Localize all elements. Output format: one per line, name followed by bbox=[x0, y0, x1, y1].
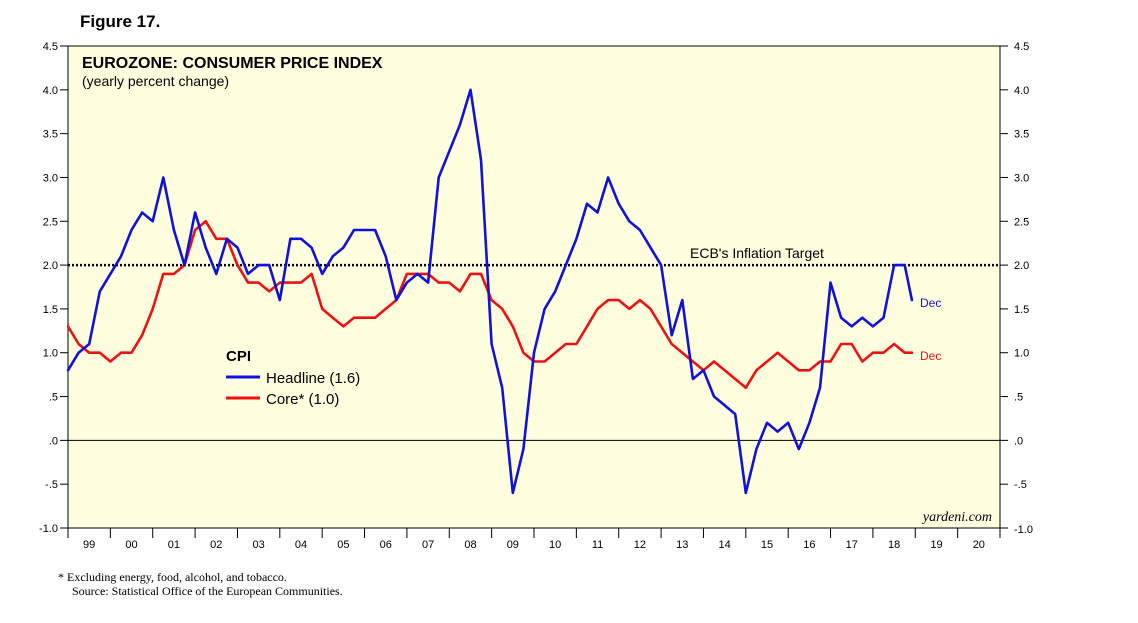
legend-label-headline: Headline (1.6) bbox=[266, 370, 360, 387]
y-tick-label-right: 1.5 bbox=[1014, 304, 1029, 316]
x-tick-label: 01 bbox=[168, 539, 180, 551]
legend-title: CPI bbox=[226, 348, 251, 365]
y-tick-label-left: 4.0 bbox=[43, 85, 58, 97]
headline-series-line bbox=[66, 88, 914, 495]
figure-label: Figure 17. bbox=[80, 12, 161, 31]
x-tick-label: 04 bbox=[295, 539, 307, 551]
x-tick-label: 13 bbox=[676, 539, 688, 551]
y-tick-label-right: -.5 bbox=[1014, 479, 1027, 491]
x-tick-label: 16 bbox=[803, 539, 815, 551]
y-tick-label-right: 2.0 bbox=[1014, 260, 1029, 272]
y-tick-label-left: 2.0 bbox=[43, 260, 58, 272]
plot-area bbox=[67, 45, 1001, 529]
x-tick-label: 09 bbox=[507, 539, 519, 551]
x-tick-label: 99 bbox=[83, 539, 95, 551]
y-tick-label-left: .5 bbox=[49, 392, 58, 404]
x-tick-label: 00 bbox=[125, 539, 137, 551]
x-tick-label: 12 bbox=[634, 539, 646, 551]
x-tick-label: 02 bbox=[210, 539, 222, 551]
y-tick-label-right: .5 bbox=[1014, 392, 1023, 404]
y-tick-label-right: 3.5 bbox=[1014, 129, 1029, 141]
x-tick-label: 14 bbox=[719, 539, 731, 551]
x-tick-label: 11 bbox=[592, 539, 603, 551]
y-tick-label-right: 4.5 bbox=[1014, 41, 1029, 53]
y-tick-label-left: 3.5 bbox=[43, 129, 58, 141]
x-tick-label: 18 bbox=[888, 539, 900, 551]
y-tick-label-left: -1.0 bbox=[39, 523, 58, 535]
chart-title: EUROZONE: CONSUMER PRICE INDEX bbox=[82, 55, 383, 72]
y-tick-label-left: -.5 bbox=[45, 479, 58, 491]
y-tick-label-left: 1.0 bbox=[43, 348, 58, 360]
y-tick-label-left: 4.5 bbox=[43, 41, 58, 53]
y-tick-label-right: 4.0 bbox=[1014, 85, 1029, 97]
y-tick-label-left: .0 bbox=[49, 435, 58, 447]
y-tick-label-right: 1.0 bbox=[1014, 348, 1029, 360]
y-tick-label-right: .0 bbox=[1014, 435, 1023, 447]
x-tick-label: 19 bbox=[930, 539, 942, 551]
y-tick-label-left: 3.0 bbox=[43, 172, 58, 184]
y-tick-label-left: 2.5 bbox=[43, 216, 58, 228]
x-tick-label: 05 bbox=[337, 539, 349, 551]
y-tick-label-right: 3.0 bbox=[1014, 172, 1029, 184]
y-tick-label-right: 2.5 bbox=[1014, 216, 1029, 228]
chart-subtitle: (yearly percent change) bbox=[82, 73, 229, 89]
watermark: yardeni.com bbox=[921, 510, 992, 525]
series-end-label-headline: Dec bbox=[920, 296, 941, 310]
footnotes: * Excluding energy, food, alcohol, and t… bbox=[58, 570, 343, 598]
x-tick-label: 17 bbox=[846, 539, 858, 551]
source-text: Source: Statistical Office of the Europe… bbox=[72, 584, 343, 598]
x-tick-label: 07 bbox=[422, 539, 434, 551]
series-end-label-core: Dec bbox=[920, 349, 941, 363]
x-tick-label: 08 bbox=[464, 539, 476, 551]
core-series-line bbox=[66, 220, 914, 390]
x-tick-label: 06 bbox=[380, 539, 392, 551]
target-label: ECB's Inflation Target bbox=[690, 245, 824, 261]
y-tick-label-right: -1.0 bbox=[1014, 524, 1033, 536]
x-tick-label: 10 bbox=[549, 539, 561, 551]
x-tick-label: 20 bbox=[973, 539, 985, 551]
x-tick-label: 15 bbox=[761, 539, 773, 551]
legend-label-core: Core* (1.0) bbox=[266, 391, 339, 408]
y-tick-label-left: 1.5 bbox=[43, 304, 58, 316]
x-tick-label: 03 bbox=[253, 539, 265, 551]
footnote-text: * Excluding energy, food, alcohol, and t… bbox=[58, 570, 287, 584]
